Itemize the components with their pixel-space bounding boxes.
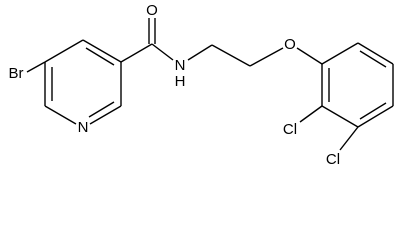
- atom-labels: Br N O N H O Cl Cl: [9, 2, 341, 168]
- atom-label: N: [78, 119, 89, 136]
- atom-label: Br: [9, 65, 24, 82]
- structure-diagram: Br N O N H O Cl Cl: [9, 2, 394, 168]
- atom-label: O: [146, 2, 158, 19]
- atom-label: Cl: [326, 151, 340, 168]
- atom-label: Cl: [283, 121, 297, 138]
- atom-label: H: [175, 73, 186, 90]
- atom-label: O: [284, 36, 296, 53]
- atom-label: N: [175, 57, 186, 74]
- bonds: [26, 18, 394, 151]
